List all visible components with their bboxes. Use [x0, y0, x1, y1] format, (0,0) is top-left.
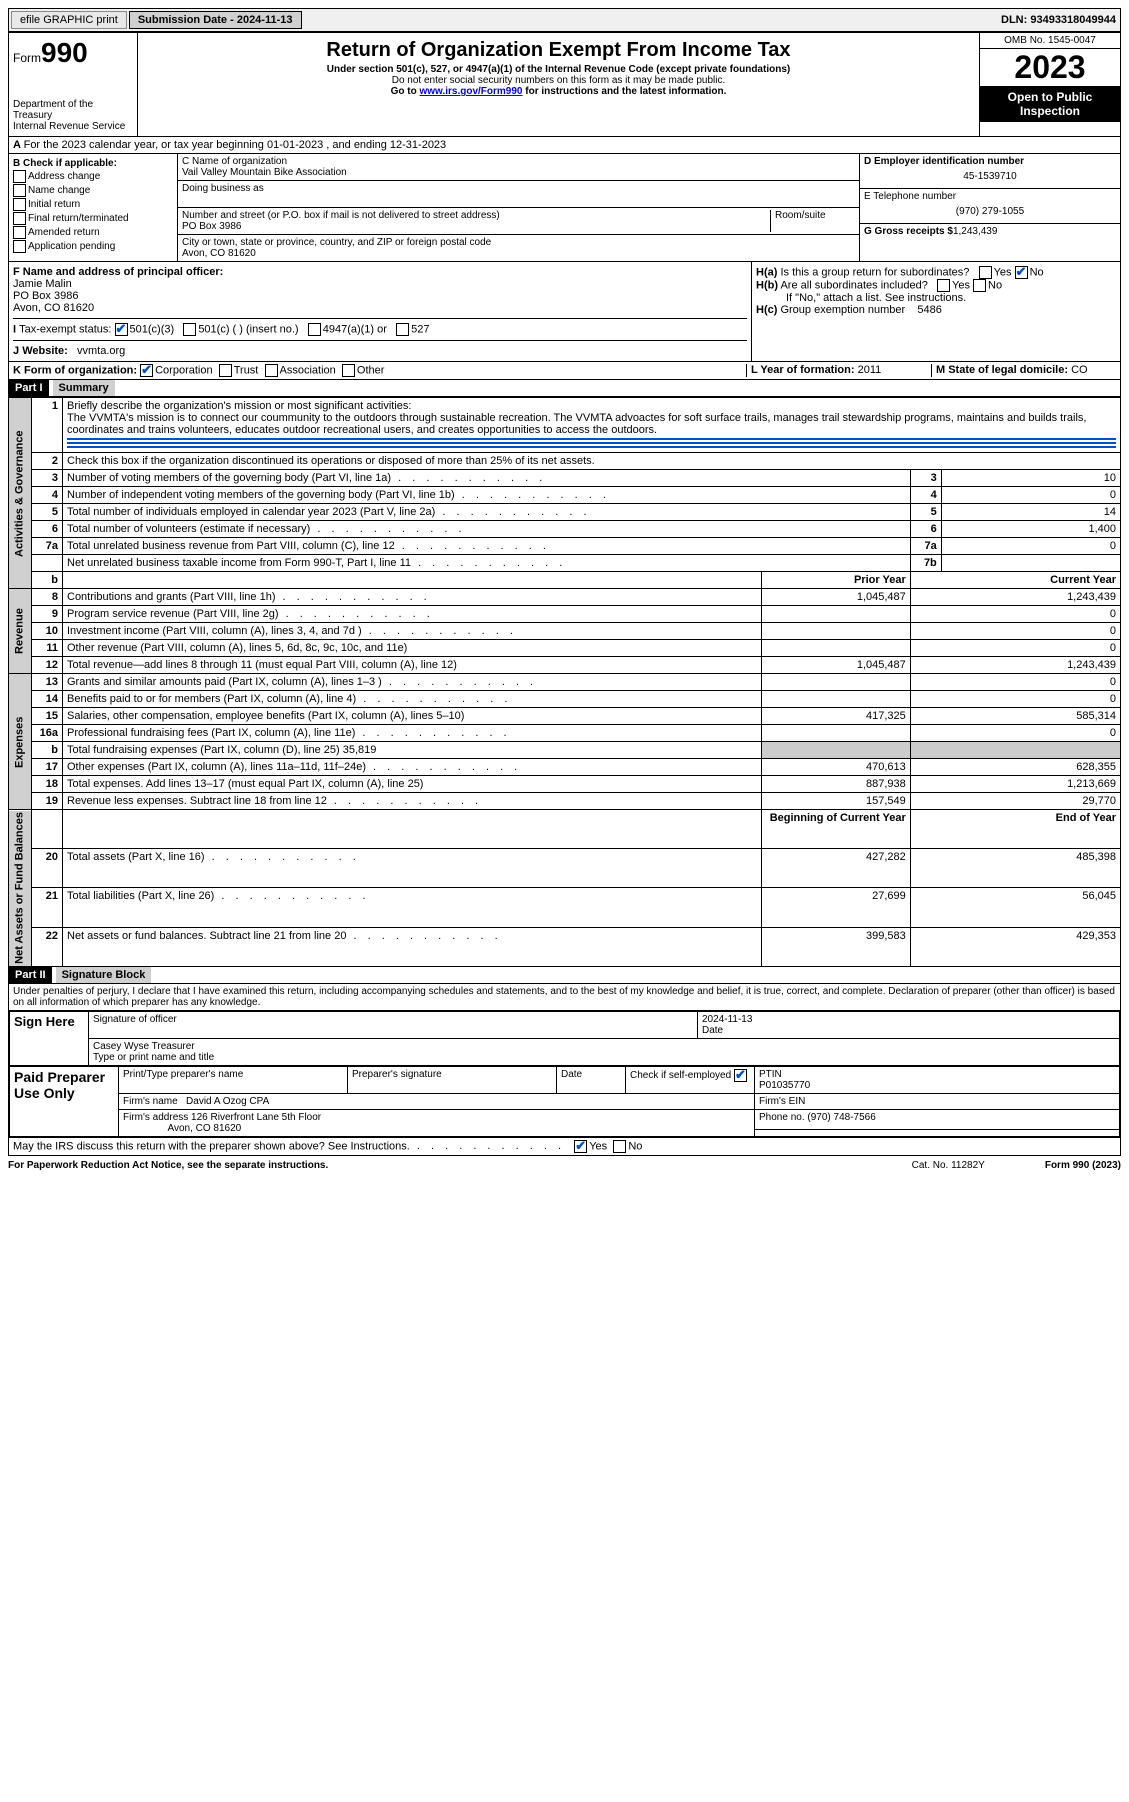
box-b: B Check if applicable: Address change Na…	[9, 154, 178, 261]
submission-date: Submission Date - 2024-11-13	[129, 11, 302, 29]
irs-link[interactable]: www.irs.gov/Form990	[419, 86, 522, 97]
firm-name: David A Ozog CPA	[186, 1096, 269, 1107]
form-title: Return of Organization Exempt From Incom…	[144, 39, 973, 62]
top-toolbar: efile GRAPHIC print Submission Date - 20…	[8, 8, 1121, 32]
part2-header: Part IISignature Block	[8, 967, 1121, 984]
self-employed-checkbox[interactable]	[734, 1069, 747, 1082]
section-a: B Check if applicable: Address change Na…	[8, 154, 1121, 262]
officer-signature: Casey Wyse Treasurer	[93, 1041, 195, 1052]
public-inspection: Open to Public Inspection	[980, 86, 1120, 122]
dept-treasury: Department of the Treasury	[13, 99, 133, 121]
corporation-checkbox[interactable]	[140, 364, 153, 377]
org-city: Avon, CO 81620	[182, 248, 256, 259]
org-address: PO Box 3986	[182, 221, 241, 232]
signature-block: Sign Here Signature of officer 2024-11-1…	[8, 1011, 1121, 1138]
officer-name: Jamie Malin	[13, 278, 747, 290]
form-header: Form990 Department of the Treasury Inter…	[8, 32, 1121, 137]
subtitle-3: Go to www.irs.gov/Form990 for instructio…	[142, 86, 975, 97]
preparer-phone: (970) 748-7566	[807, 1112, 875, 1123]
side-revenue: Revenue	[9, 589, 32, 674]
group-exemption: 5486	[917, 304, 941, 316]
ptin: P01035770	[759, 1080, 810, 1091]
omb-number: OMB No. 1545-0047	[980, 33, 1120, 49]
subtitle-1: Under section 501(c), 527, or 4947(a)(1)…	[142, 64, 975, 75]
section-fhi: F Name and address of principal officer:…	[8, 262, 1121, 362]
discuss-row: May the IRS discuss this return with the…	[8, 1138, 1121, 1156]
form-number: Form990	[13, 37, 133, 69]
row-klm: K Form of organization: Corporation Trus…	[8, 362, 1121, 380]
501c3-checkbox[interactable]	[115, 323, 128, 336]
period-row: A For the 2023 calendar year, or tax yea…	[8, 137, 1121, 154]
efile-print-button[interactable]: efile GRAPHIC print	[11, 11, 127, 29]
mission-text: The VVMTA's mission is to connect our co…	[67, 412, 1086, 436]
box-d-e-g: D Employer identification number45-15397…	[859, 154, 1120, 261]
irs-label: Internal Revenue Service	[13, 121, 133, 132]
dln-label: DLN: 93493318049944	[1001, 14, 1120, 26]
phone: (970) 279-1055	[864, 202, 1116, 221]
summary-table: Activities & Governance 1 Briefly descri…	[8, 397, 1121, 967]
group-return-no[interactable]	[1015, 266, 1028, 279]
ein: 45-1539710	[864, 167, 1116, 186]
org-name: Vail Valley Mountain Bike Association	[182, 167, 347, 178]
side-governance: Activities & Governance	[9, 398, 32, 589]
box-c: C Name of organizationVail Valley Mounta…	[178, 154, 859, 261]
page-footer: For Paperwork Reduction Act Notice, see …	[8, 1156, 1121, 1175]
subtitle-2: Do not enter social security numbers on …	[142, 75, 975, 86]
form-ref: Form 990 (2023)	[1045, 1160, 1121, 1171]
declaration: Under penalties of perjury, I declare th…	[8, 984, 1121, 1011]
website: vvmta.org	[77, 345, 125, 357]
tax-year: 2023	[980, 49, 1120, 86]
discuss-yes-checkbox[interactable]	[574, 1140, 587, 1153]
part1-header: Part ISummary	[8, 380, 1121, 397]
gross-receipts: 1,243,439	[953, 226, 998, 237]
side-netassets: Net Assets or Fund Balances	[9, 810, 32, 967]
side-expenses: Expenses	[9, 674, 32, 810]
